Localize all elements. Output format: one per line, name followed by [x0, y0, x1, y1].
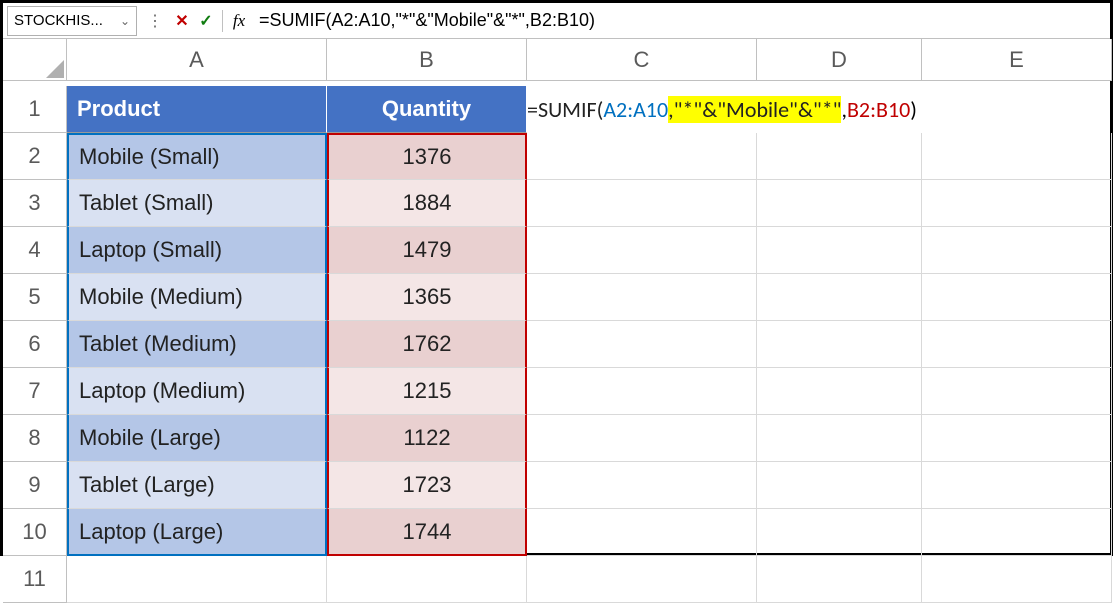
cell-empty[interactable]: [757, 227, 922, 274]
col-header-e[interactable]: E: [922, 39, 1112, 81]
cell-empty[interactable]: [527, 321, 757, 368]
cell-empty[interactable]: [757, 509, 922, 556]
cell-empty[interactable]: [757, 133, 922, 180]
row-header[interactable]: 4: [3, 227, 67, 274]
header-quantity[interactable]: Quantity: [327, 86, 527, 133]
cell-product[interactable]: Tablet (Medium): [67, 321, 327, 368]
cell-product[interactable]: Mobile (Small): [67, 133, 327, 180]
cell-quantity[interactable]: 1723: [327, 462, 527, 509]
cell-empty[interactable]: [922, 509, 1112, 556]
cell-product[interactable]: Mobile (Medium): [67, 274, 327, 321]
header-product[interactable]: Product: [67, 86, 327, 133]
cell-quantity[interactable]: 1215: [327, 368, 527, 415]
cell-empty[interactable]: [922, 133, 1112, 180]
cell-empty[interactable]: [527, 368, 757, 415]
cell-quantity[interactable]: 1365: [327, 274, 527, 321]
insert-function-button[interactable]: fx: [227, 9, 251, 33]
cell-empty[interactable]: [922, 180, 1112, 227]
formula-suffix: ): [910, 96, 917, 123]
cell-empty[interactable]: [67, 556, 327, 603]
row-header[interactable]: 2: [3, 133, 67, 180]
cell-empty[interactable]: [757, 556, 922, 603]
cell-empty[interactable]: [527, 556, 757, 603]
cell-empty[interactable]: [527, 180, 757, 227]
row-header[interactable]: 3: [3, 180, 67, 227]
formula-input[interactable]: [251, 3, 1110, 38]
cell-quantity[interactable]: 1479: [327, 227, 527, 274]
cell-empty[interactable]: [527, 133, 757, 180]
cell-empty[interactable]: [922, 368, 1112, 415]
cell-quantity[interactable]: 1744: [327, 509, 527, 556]
cell-empty[interactable]: [757, 415, 922, 462]
cell-product[interactable]: Tablet (Large): [67, 462, 327, 509]
cell-empty[interactable]: [757, 321, 922, 368]
row-header[interactable]: 9: [3, 462, 67, 509]
row-header[interactable]: 8: [3, 415, 67, 462]
cell-empty[interactable]: [527, 227, 757, 274]
cell-quantity[interactable]: 1122: [327, 415, 527, 462]
cell-empty[interactable]: [757, 274, 922, 321]
formula-range-b: B2:B10: [847, 96, 910, 123]
cell-quantity[interactable]: 1762: [327, 321, 527, 368]
cell-empty[interactable]: [757, 462, 922, 509]
row-header[interactable]: 10: [3, 509, 67, 556]
row-header[interactable]: 1: [3, 86, 67, 133]
cell-product[interactable]: Mobile (Large): [67, 415, 327, 462]
cell-empty[interactable]: [922, 415, 1112, 462]
select-all-corner[interactable]: [3, 39, 67, 81]
cell-empty[interactable]: [922, 274, 1112, 321]
confirm-button[interactable]: ✓: [194, 9, 218, 33]
formula-prefix: =SUMIF(: [527, 96, 603, 123]
cell-quantity[interactable]: 1884: [327, 180, 527, 227]
cell-empty[interactable]: [922, 556, 1112, 603]
cell-product[interactable]: Laptop (Small): [67, 227, 327, 274]
cell-empty[interactable]: [527, 509, 757, 556]
cell-empty[interactable]: [922, 227, 1112, 274]
row-header[interactable]: 7: [3, 368, 67, 415]
cell-empty[interactable]: [922, 462, 1112, 509]
cell-c1-formula[interactable]: =SUMIF(A2:A10,"*"&"Mobile"&"*",B2:B10): [527, 86, 1112, 133]
formula-bar-expand-icon[interactable]: ⋮: [141, 11, 170, 31]
name-box[interactable]: STOCKHIS... ⌄: [7, 6, 137, 36]
cell-empty[interactable]: [757, 180, 922, 227]
cell-empty[interactable]: [527, 415, 757, 462]
cell-empty[interactable]: [527, 274, 757, 321]
cell-empty[interactable]: [327, 556, 527, 603]
formula-criteria: "*"&"Mobile"&"*": [674, 96, 842, 123]
name-box-value: STOCKHIS...: [14, 12, 103, 29]
divider: [222, 10, 223, 32]
row-header[interactable]: 6: [3, 321, 67, 368]
cell-empty[interactable]: [757, 368, 922, 415]
col-header-d[interactable]: D: [757, 39, 922, 81]
cell-quantity[interactable]: 1376: [327, 133, 527, 180]
cell-empty[interactable]: [527, 462, 757, 509]
cell-product[interactable]: Laptop (Large): [67, 509, 327, 556]
row-header[interactable]: 11: [3, 556, 67, 603]
row-header[interactable]: 5: [3, 274, 67, 321]
cell-product[interactable]: Laptop (Medium): [67, 368, 327, 415]
formula-range-a: A2:A10: [603, 96, 668, 123]
formula-bar: STOCKHIS... ⌄ ⋮ ✕ ✓ fx: [3, 3, 1110, 39]
spreadsheet-grid: A B C D E 1 Product Quantity =SUMIF(A2:A…: [3, 39, 1110, 603]
chevron-down-icon[interactable]: ⌄: [120, 14, 130, 28]
cancel-button[interactable]: ✕: [170, 9, 194, 33]
cell-product[interactable]: Tablet (Small): [67, 180, 327, 227]
col-header-a[interactable]: A: [67, 39, 327, 81]
cell-empty[interactable]: [922, 321, 1112, 368]
col-header-c[interactable]: C: [527, 39, 757, 81]
col-header-b[interactable]: B: [327, 39, 527, 81]
